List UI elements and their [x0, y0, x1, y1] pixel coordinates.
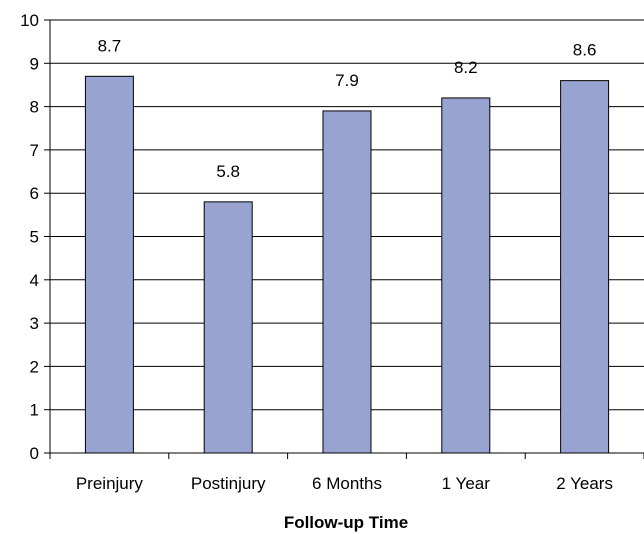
bar-2-years: [560, 80, 610, 454]
y-tick-label: 8: [30, 98, 39, 117]
data-label: 8.7: [98, 36, 122, 55]
y-tick-label: 1: [30, 401, 39, 420]
x-tick-label: Postinjury: [191, 474, 266, 493]
data-label: 8.2: [454, 58, 478, 77]
x-tick-label: Preinjury: [76, 474, 144, 493]
bar-6-months: [322, 110, 372, 454]
y-tick-label: 7: [30, 141, 39, 160]
y-tick-label: 6: [30, 184, 39, 203]
y-tick-label: 4: [30, 271, 39, 290]
x-tick-label: 1 Year: [442, 474, 491, 493]
data-label: 7.9: [335, 71, 359, 90]
bar-1-year: [441, 97, 491, 454]
x-axis-ticks: Preinjury Postinjury 6 Months 1 Year 2 Years: [49, 453, 644, 493]
data-label: 8.6: [573, 41, 597, 60]
y-tick-label: 9: [30, 54, 39, 73]
x-tick-label: 2 Years: [556, 474, 613, 493]
data-labels: 8.7 5.8 7.9 8.2 8.6: [98, 36, 597, 181]
y-axis-ticks: 0 1 2 3 4 5 6 7 8 9 10: [20, 11, 50, 463]
y-tick-label: 10: [20, 11, 39, 30]
y-tick-label: 3: [30, 314, 39, 333]
data-label: 5.8: [216, 162, 240, 181]
x-tick-label: 6 Months: [312, 474, 382, 493]
y-tick-label: 0: [30, 444, 39, 463]
bars: [84, 75, 610, 454]
y-tick-label: 5: [30, 228, 39, 247]
y-tick-label: 2: [30, 357, 39, 376]
bar-postinjury: [203, 201, 253, 454]
bar-preinjury: [84, 75, 134, 454]
x-axis-title: Follow-up Time: [284, 513, 408, 532]
